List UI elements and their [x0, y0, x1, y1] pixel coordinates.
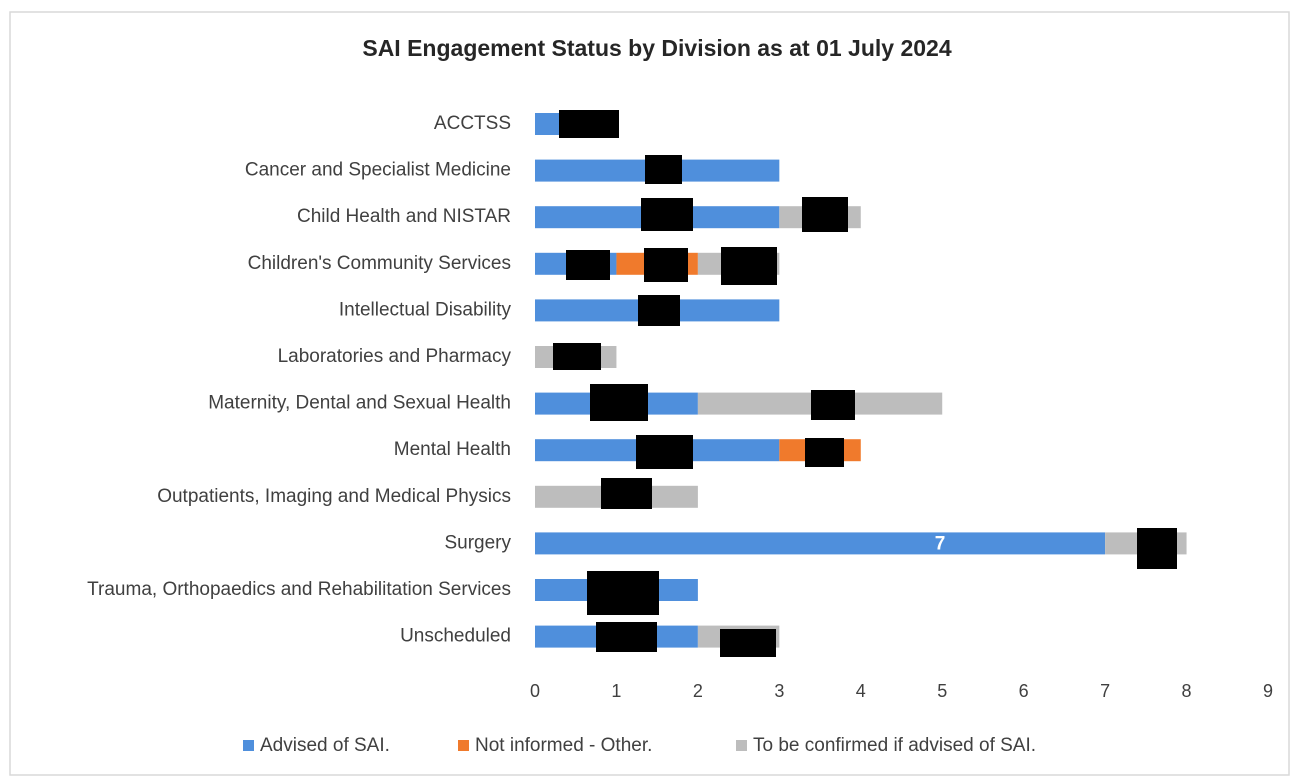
redaction: [644, 248, 688, 282]
redaction: [587, 571, 659, 615]
redaction: [721, 247, 777, 285]
redaction: [641, 198, 693, 231]
legend-swatch: [736, 740, 747, 751]
y-tick-label: Surgery: [444, 532, 511, 553]
x-tick-label: 0: [530, 681, 540, 701]
y-tick-label: Cancer and Specialist Medicine: [245, 160, 511, 181]
x-tick-label: 3: [774, 681, 784, 701]
redaction: [805, 438, 844, 467]
redaction: [802, 197, 848, 232]
legend-label: Not informed - Other.: [475, 735, 652, 756]
redaction: [638, 295, 680, 326]
y-tick-label: Child Health and NISTAR: [297, 206, 511, 227]
bar-segment: [535, 532, 1106, 555]
redaction: [601, 478, 652, 509]
redaction: [811, 390, 855, 420]
x-tick-label: 8: [1182, 681, 1192, 701]
y-tick-label: Unscheduled: [400, 626, 511, 647]
y-tick-label: Trauma, Orthopaedics and Rehabilitation …: [87, 579, 511, 600]
redaction: [553, 343, 601, 370]
chart-frame: [9, 11, 1290, 776]
redaction: [566, 250, 610, 280]
redaction: [559, 110, 619, 138]
x-tick-label: 5: [937, 681, 947, 701]
redaction: [720, 629, 776, 657]
redaction: [596, 622, 657, 652]
x-tick-label: 6: [1019, 681, 1029, 701]
redaction: [645, 155, 682, 184]
legend-swatch: [243, 740, 254, 751]
x-tick-label: 4: [856, 681, 866, 701]
chart-title: SAI Engagement Status by Division as at …: [362, 35, 951, 61]
y-tick-label: Outpatients, Imaging and Medical Physics: [157, 486, 511, 507]
x-tick-label: 1: [611, 681, 621, 701]
redaction: [1137, 528, 1177, 569]
y-tick-label: ACCTSS: [434, 113, 511, 134]
x-tick-label: 7: [1100, 681, 1110, 701]
data-label: 7: [935, 533, 946, 554]
legend-label: Advised of SAI.: [260, 735, 390, 756]
x-tick-label: 2: [693, 681, 703, 701]
redaction: [590, 384, 648, 421]
y-tick-label: Children's Community Services: [248, 253, 511, 274]
y-tick-label: Mental Health: [394, 439, 511, 460]
y-tick-label: Intellectual Disability: [339, 299, 512, 320]
legend-swatch: [458, 740, 469, 751]
legend-label: To be confirmed if advised of SAI.: [753, 735, 1036, 756]
redaction: [636, 435, 693, 469]
y-tick-label: Maternity, Dental and Sexual Health: [208, 393, 511, 414]
x-tick-label: 9: [1263, 681, 1273, 701]
y-tick-label: Laboratories and Pharmacy: [278, 346, 512, 367]
redactions: [553, 110, 1177, 657]
